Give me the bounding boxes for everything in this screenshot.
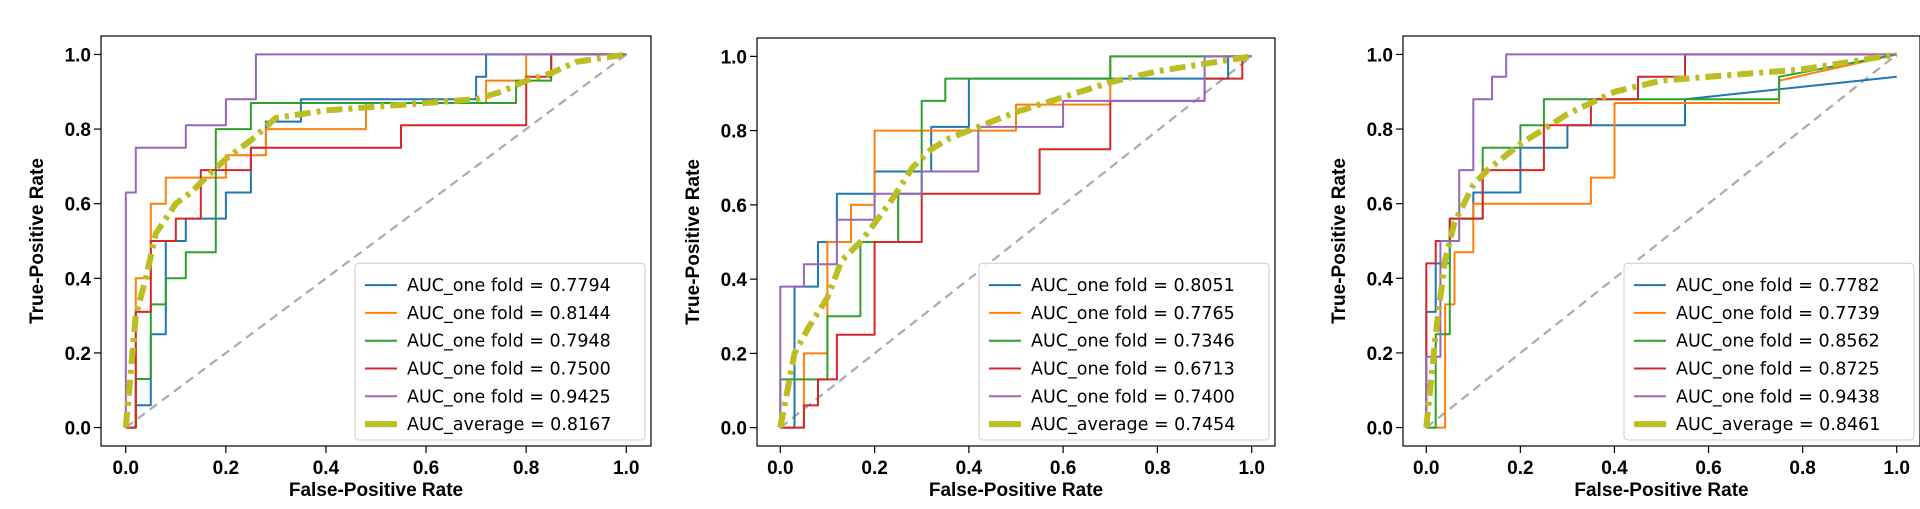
legend-entry: AUC_one fold = 0.8144: [407, 304, 611, 324]
legend-entry: AUC_one fold = 0.9438: [1676, 387, 1880, 407]
fold-roc-line-5: [124, 53, 627, 428]
y-tick-label: 0.8: [721, 122, 747, 143]
x-tick-label: 0.4: [313, 458, 340, 479]
x-axis-label: False-Positive Rate: [1574, 480, 1748, 501]
average-roc-line: [777, 53, 1253, 429]
y-tick-label: 0.0: [65, 419, 91, 440]
x-tick-label: 0.2: [1507, 458, 1533, 479]
legend-entry: AUC_one fold = 0.7400: [1031, 387, 1235, 407]
legend-entry: AUC_one fold = 0.8562: [1676, 332, 1880, 352]
y-tick-label: 0.2: [1367, 344, 1393, 365]
y-tick-label: 1.0: [721, 47, 747, 68]
fold-roc-line-5: [779, 55, 1252, 428]
y-axis-label: True-Positive Rate: [683, 159, 704, 325]
plot-frame: [756, 37, 1276, 447]
x-tick-label: 1.0: [1884, 458, 1910, 479]
x-tick-label: 0.0: [113, 458, 139, 479]
x-axis-label: False-Positive Rate: [929, 480, 1103, 501]
y-tick-label: 0.8: [65, 120, 91, 141]
x-tick-label: 0.0: [767, 458, 793, 479]
x-tick-label: 0.8: [513, 458, 539, 479]
legend-entry: AUC_one fold = 0.6713: [1031, 360, 1235, 380]
x-tick-label: 0.0: [1413, 458, 1439, 479]
y-tick-label: 0.6: [721, 196, 747, 217]
legend-entry: AUC_one fold = 0.7765: [1031, 304, 1235, 324]
legend-entry: AUC_one fold = 0.8725: [1676, 360, 1880, 380]
x-tick-label: 0.2: [861, 458, 887, 479]
y-tick-label: 0.4: [721, 270, 748, 291]
y-tick-label: 0.2: [65, 344, 91, 365]
x-tick-label: 0.6: [413, 458, 439, 479]
legend-entry: AUC_average = 0.7454: [1031, 415, 1235, 435]
x-tick-label: 0.2: [213, 458, 239, 479]
fold-roc-line-2: [1426, 53, 1897, 429]
x-tick-label: 0.8: [1144, 458, 1170, 479]
fold-roc-line-3: [1426, 53, 1897, 429]
x-tick-label: 0.6: [1695, 458, 1721, 479]
y-tick-label: 1.0: [65, 45, 91, 66]
x-tick-label: 0.6: [1050, 458, 1076, 479]
average-roc-line: [1423, 51, 1898, 428]
y-tick-label: 1.0: [1367, 45, 1393, 66]
fold-roc-line-4: [1425, 53, 1897, 428]
plot-frame: [100, 35, 652, 447]
chance-diagonal-line: [1425, 53, 1898, 429]
legend-entry: AUC_average = 0.8167: [407, 415, 611, 435]
x-tick-label: 1.0: [613, 458, 639, 479]
legend-entry: AUC_one fold = 0.7500: [407, 360, 611, 380]
fold-roc-line-1: [1425, 75, 1897, 428]
y-tick-label: 0.8: [1367, 120, 1393, 141]
legend-entry: AUC_one fold = 0.7782: [1676, 276, 1880, 296]
legend-box: [1623, 262, 1915, 441]
legend-entry: AUC_one fold = 0.7794: [407, 276, 611, 296]
legend-entry: AUC_one fold = 0.7948: [407, 332, 611, 352]
x-tick-label: 1.0: [1238, 458, 1264, 479]
legend-box: [354, 262, 646, 441]
fold-roc-line-5: [1425, 53, 1897, 428]
y-tick-label: 0.6: [1367, 195, 1393, 216]
y-axis-label: True-Positive Rate: [1329, 158, 1350, 324]
y-axis-label: True-Positive Rate: [27, 158, 48, 324]
legend-entry: AUC_average = 0.8461: [1676, 415, 1880, 435]
y-tick-label: 0.0: [1367, 419, 1393, 440]
y-tick-label: 0.4: [1367, 269, 1394, 290]
x-axis-label: False-Positive Rate: [289, 480, 463, 501]
fold-roc-line-3: [125, 53, 627, 429]
y-tick-label: 0.6: [65, 195, 91, 216]
chance-diagonal-line: [779, 55, 1253, 429]
y-tick-label: 0.2: [721, 344, 747, 365]
plot-frame: [1402, 35, 1920, 447]
chart-panel-3: 0.0 0.2 0.4 0.6 0.8 1.0 0.0 0.2 0.4 0.6 0.8 1.0 Fals…: [1329, 35, 1920, 501]
chart-panel-1: 0.0 0.2 0.4 0.6 0.8 1.0 0.0 0.2 0.4 0.6 0.8 1.0 Fals…: [27, 35, 652, 501]
x-tick-label: 0.4: [956, 458, 983, 479]
legend-box: [978, 262, 1270, 441]
legend-entry: AUC_one fold = 0.7346: [1031, 332, 1235, 352]
legend-entry: AUC_one fold = 0.9425: [407, 387, 611, 407]
y-tick-label: 0.4: [65, 269, 92, 290]
y-tick-label: 0.0: [721, 419, 747, 440]
legend-entry: AUC_one fold = 0.8051: [1031, 276, 1235, 296]
average-roc-line: [122, 51, 627, 428]
x-tick-label: 0.4: [1601, 458, 1628, 479]
fold-roc-line-4: [125, 53, 627, 429]
chart-panel-2: 0.0 0.2 0.4 0.6 0.8 1.0 0.0 0.2 0.4 0.6 0.8 1.0 Fals…: [683, 37, 1276, 501]
legend-entry: AUC_one fold = 0.7739: [1676, 304, 1880, 324]
x-tick-label: 0.8: [1789, 458, 1815, 479]
